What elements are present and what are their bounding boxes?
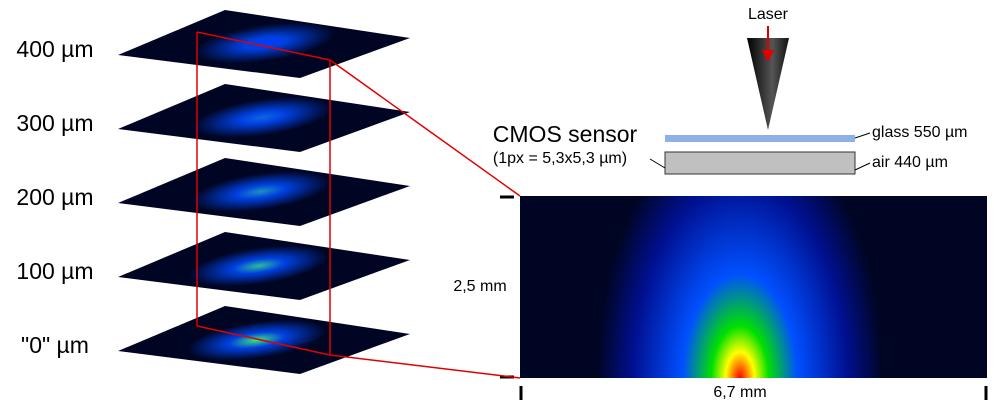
heatmap [520, 196, 987, 378]
leader [650, 159, 665, 168]
leader [855, 133, 870, 138]
width-label: 6,7 mm [713, 384, 766, 401]
height-label: 2,5 mm [453, 278, 506, 295]
air [665, 152, 855, 174]
figure: 2,5 mm 6,7 mm Laser CMOS sensor (1px = 5… [0, 0, 994, 404]
glass-label: glass 550 µm [872, 124, 967, 141]
layer-label: 200 µm [16, 184, 93, 210]
layer-label: "0" µm [21, 332, 89, 358]
leader [855, 163, 870, 170]
sensor-title: CMOS sensor [493, 121, 638, 147]
layer-label: 300 µm [16, 110, 93, 136]
glass [665, 135, 855, 142]
sensor-note: (1px = 5,3x5,3 µm) [493, 150, 627, 167]
layer-label: 400 µm [16, 36, 93, 62]
layer-label: 100 µm [16, 258, 93, 284]
air-label: air 440 µm [872, 154, 948, 171]
laser-label: Laser [748, 6, 789, 23]
layer-stack [118, 10, 410, 374]
